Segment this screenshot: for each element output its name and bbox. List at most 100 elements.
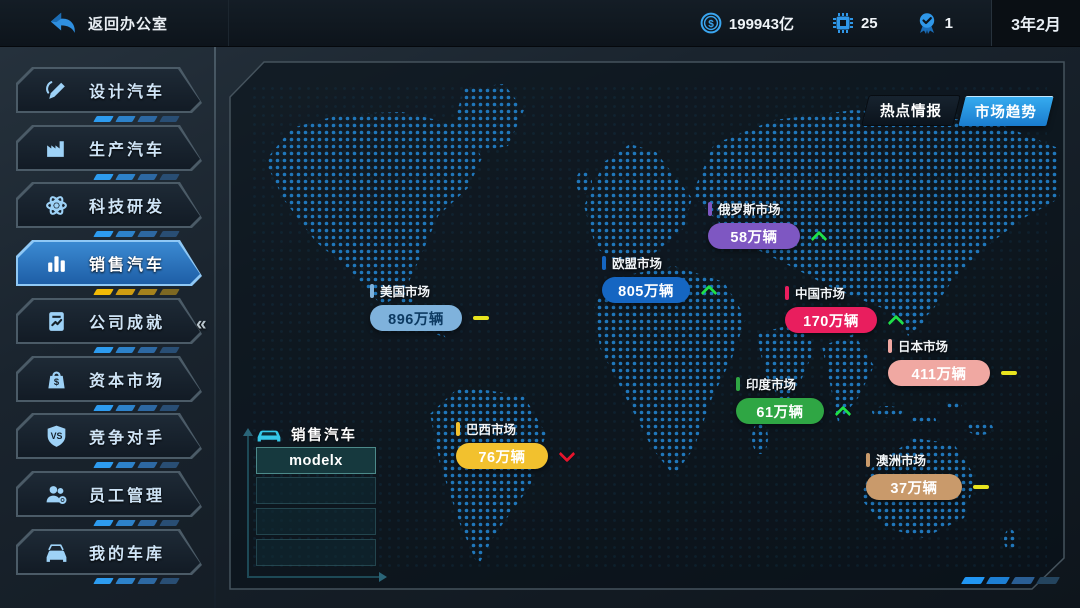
- corner-decor-dashes: [960, 577, 1061, 584]
- label-bar: [456, 421, 460, 436]
- sales-empty-row: [256, 508, 376, 535]
- market-value-pill[interactable]: 37万辆: [866, 474, 962, 500]
- sidebar-item-produce[interactable]: 生产汽车: [16, 125, 202, 180]
- nav-progress-dashes: [93, 520, 180, 526]
- medal-check-icon: [919, 13, 934, 34]
- atom-icon: [46, 195, 67, 215]
- back-arrow-icon: [50, 12, 75, 33]
- sidebar-item-rivals[interactable]: VS 竞争对手: [16, 413, 202, 468]
- market-value-pill[interactable]: 896万辆: [370, 305, 462, 331]
- sidebar-item-design[interactable]: 设计汽车: [16, 67, 202, 122]
- sales-panel-title: 销售汽车: [256, 424, 357, 445]
- nav-progress-dashes: [93, 405, 180, 411]
- garage-car-icon: [46, 543, 67, 562]
- market-name: 印度市场: [736, 374, 852, 393]
- sidebar-item-label: 销售汽车: [89, 257, 166, 274]
- market-eu: 欧盟市场 805万辆: [602, 253, 718, 303]
- market-brazil: 巴西市场 76万辆: [456, 419, 576, 469]
- market-value-pill[interactable]: 61万辆: [736, 398, 824, 424]
- sidebar-item-label: 科技研发: [89, 199, 166, 216]
- sidebar-collapse-chevron[interactable]: «: [196, 314, 207, 335]
- svg-text:VS: VS: [51, 431, 63, 441]
- money-stat: $ 199943亿: [700, 12, 794, 34]
- nav-progress-dashes: [93, 289, 180, 295]
- sidebar-item-tech[interactable]: 科技研发: [16, 182, 202, 237]
- sidebar-item-sales[interactable]: 销售汽车: [16, 240, 202, 295]
- sales-empty-row: [256, 539, 376, 566]
- sidebar-item-label: 资本市场: [89, 373, 166, 390]
- tab-market-trend[interactable]: 市场趋势: [958, 96, 1054, 126]
- market-name: 巴西市场: [456, 419, 576, 438]
- market-japan: 日本市场 411万辆: [888, 336, 1018, 386]
- vs-shield-icon: VS: [47, 425, 66, 447]
- sales-empty-row: [256, 477, 376, 504]
- svg-text:$: $: [54, 377, 60, 387]
- trend-up-icon: [810, 227, 828, 245]
- market-value-pill[interactable]: 58万辆: [708, 223, 800, 249]
- market-name: 欧盟市场: [602, 253, 718, 272]
- money-value: 199943亿: [728, 15, 794, 33]
- sidebar-item-capital[interactable]: $ 资本市场: [16, 356, 202, 411]
- medal-value: 1: [944, 14, 953, 32]
- label-bar: [866, 452, 870, 467]
- label-bar: [708, 201, 712, 216]
- nav-progress-dashes: [93, 116, 180, 122]
- car-icon: [257, 430, 281, 441]
- sidebar-item-label: 生产汽车: [89, 142, 166, 159]
- sidebar-item-achievements[interactable]: 公司成就: [16, 298, 202, 353]
- market-value-pill[interactable]: 411万辆: [888, 360, 990, 386]
- game-date: 3年2月: [991, 0, 1080, 46]
- sidebar-item-label: 竞争对手: [89, 430, 166, 447]
- coin-icon: $: [700, 12, 722, 34]
- sales-axis-vertical: [243, 428, 253, 576]
- trend-up-icon: [887, 311, 905, 329]
- factory-icon: [47, 140, 64, 157]
- sidebar-item-label: 公司成就: [89, 315, 166, 332]
- chip-icon: [832, 13, 853, 33]
- trend-flat-icon: [1000, 364, 1018, 382]
- topbar-separator: [228, 0, 229, 46]
- label-bar: [785, 285, 789, 300]
- market-value-pill[interactable]: 170万辆: [785, 307, 877, 333]
- nav-progress-dashes: [93, 347, 180, 353]
- market-india: 印度市场 61万辆: [736, 374, 852, 424]
- market-value-pill[interactable]: 76万辆: [456, 443, 548, 469]
- back-label: 返回办公室: [88, 15, 169, 33]
- nav-progress-dashes: [93, 231, 180, 237]
- market-name: 美国市场: [370, 281, 490, 300]
- top-bar: 返回办公室 $ 199943亿 25: [0, 0, 1080, 47]
- market-value-pill[interactable]: 805万辆: [602, 277, 690, 303]
- svg-text:$: $: [708, 19, 714, 30]
- market-russia: 俄罗斯市场 58万辆: [708, 199, 828, 249]
- nav-progress-dashes: [93, 578, 180, 584]
- research-value: 25: [860, 14, 878, 32]
- sidebar-item-garage[interactable]: 我的车库: [16, 529, 202, 584]
- trend-up-icon: [700, 281, 718, 299]
- money-bag-icon: $: [48, 371, 65, 388]
- research-stat: 25: [832, 12, 878, 34]
- trend-up-icon: [834, 402, 852, 420]
- label-bar: [736, 376, 740, 391]
- sidebar-item-label: 我的车库: [89, 546, 166, 563]
- back-to-office-button[interactable]: 返回办公室: [0, 0, 190, 46]
- trend-flat-icon: [972, 478, 990, 496]
- tab-hot-intel[interactable]: 热点情报: [862, 96, 960, 125]
- design-pencil-icon: [46, 80, 65, 99]
- market-name: 中国市场: [785, 283, 905, 302]
- staff-gear-icon: [46, 485, 67, 504]
- sidebar-divider: [214, 46, 216, 608]
- sales-axis-horizontal: [247, 572, 387, 582]
- market-australia: 澳洲市场 37万辆: [866, 450, 990, 500]
- bar-chart-icon: [48, 255, 65, 272]
- market-name: 澳洲市场: [866, 450, 990, 469]
- market-name: 日本市场: [888, 336, 1018, 355]
- nav-progress-dashes: [93, 174, 180, 180]
- sidebar-item-label: 设计汽车: [89, 84, 166, 101]
- sidebar-item-staff[interactable]: 员工管理: [16, 471, 202, 526]
- label-bar: [888, 338, 892, 353]
- market-usa: 美国市场 896万辆: [370, 281, 490, 331]
- sidebar-item-label: 员工管理: [89, 488, 166, 505]
- sales-model-row[interactable]: modelx: [256, 447, 376, 474]
- nav-progress-dashes: [93, 462, 180, 468]
- label-bar: [370, 283, 374, 298]
